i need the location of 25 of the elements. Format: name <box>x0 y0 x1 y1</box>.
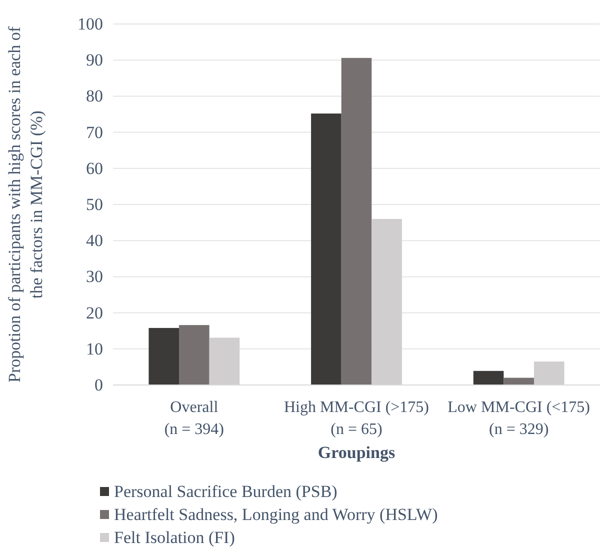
y-tick-label: 10 <box>86 339 103 358</box>
x-tick-label: Overall (n = 394) <box>164 399 224 438</box>
y-axis-title: Propotion of participants with high scores in each of the factors in MM-CGI (%) <box>5 26 46 382</box>
y-tick-label: 80 <box>86 86 103 106</box>
y-tick-label: 100 <box>78 14 103 34</box>
y-tick-label: 90 <box>86 50 103 70</box>
bar <box>179 325 210 385</box>
legend-label: Personal Sacrifice Burden (PSB) <box>114 482 338 501</box>
legend-label: Felt Isolation (FI) <box>114 528 235 547</box>
y-tick-label: 0 <box>94 375 103 394</box>
y-tick-label: 50 <box>86 194 103 214</box>
y-tick-label: 30 <box>86 267 103 286</box>
y-tick-label: 20 <box>86 303 103 322</box>
y-tick-label: 70 <box>86 122 103 142</box>
x-tick-label: Low MM-CGI (<175) (n = 329) <box>448 399 590 438</box>
y-tick-label: 60 <box>86 158 103 178</box>
x-axis-title: Groupings <box>318 443 396 462</box>
bar <box>341 58 372 385</box>
bar <box>311 114 342 385</box>
x-tick-label: High MM-CGI (>175) (n = 65) <box>284 399 430 438</box>
legend-label: Heartfelt Sadness, Longing and Worry (HSLW) <box>114 505 438 524</box>
bar <box>148 328 180 385</box>
bar <box>473 370 504 385</box>
bar <box>504 378 534 385</box>
y-tick-label: 40 <box>86 231 103 250</box>
